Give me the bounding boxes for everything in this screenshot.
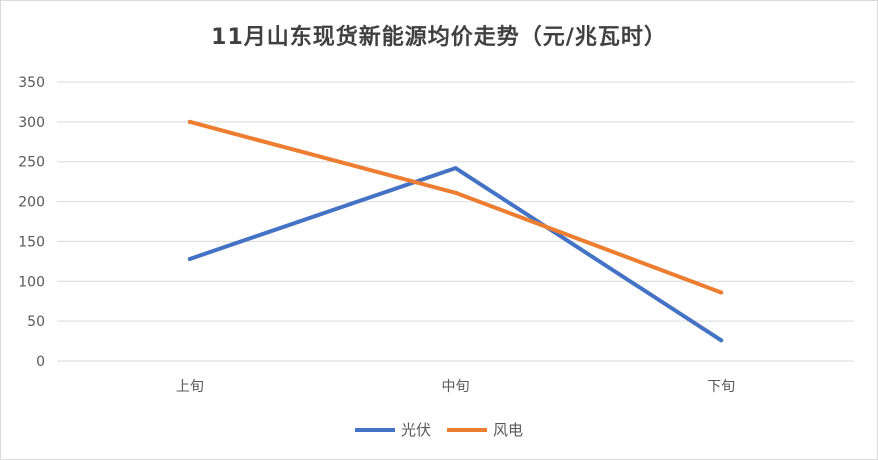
legend-swatch (447, 427, 487, 432)
legend-label: 光伏 (400, 421, 431, 439)
data-point (187, 256, 192, 261)
legend-item: 风电 (447, 419, 523, 440)
y-tick-label: 100 (18, 274, 45, 290)
x-tick-label: 中旬 (442, 379, 470, 395)
series-line-1 (187, 119, 724, 295)
legend-swatch (354, 427, 395, 432)
y-tick-label: 50 (27, 314, 45, 330)
data-point (187, 119, 192, 124)
y-tick-label: 0 (36, 354, 45, 370)
y-tick-label: 300 (18, 115, 45, 131)
data-point (453, 166, 458, 171)
legend-label: 风电 (493, 421, 524, 439)
data-point (453, 190, 458, 195)
y-tick-label: 250 (18, 155, 45, 171)
data-point (719, 338, 724, 343)
x-tick-label: 上旬 (176, 379, 204, 395)
x-tick-label: 下旬 (707, 379, 735, 395)
y-tick-label: 200 (18, 195, 45, 211)
y-tick-label: 350 (18, 75, 45, 91)
legend-item: 光伏 (354, 419, 431, 440)
data-point (719, 290, 724, 295)
chart-title: 11月山东现货新能源均价走势（元/兆瓦时） (211, 25, 667, 50)
legend: 光伏 风电 (1, 419, 877, 440)
y-tick-label: 150 (18, 234, 45, 250)
